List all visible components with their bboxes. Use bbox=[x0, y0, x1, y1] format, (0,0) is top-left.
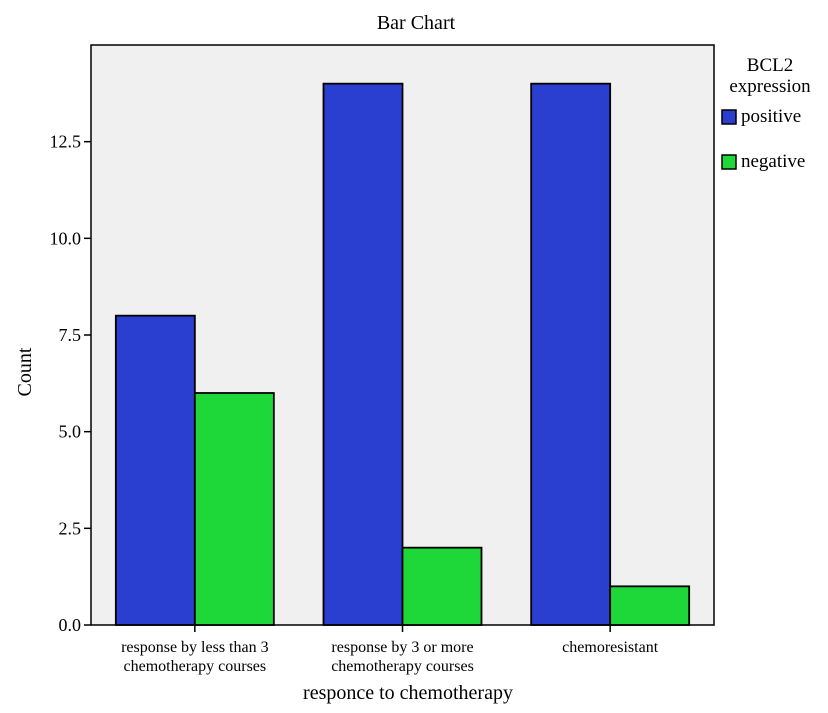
x-tick-label: response by less than 3 bbox=[121, 639, 269, 656]
bar-negative bbox=[609, 585, 691, 626]
legend-title: BCL2 bbox=[747, 55, 793, 76]
bar-negative bbox=[193, 392, 275, 626]
x-axis-title: responce to chemotherapy bbox=[303, 682, 513, 704]
bar-negative bbox=[401, 546, 483, 626]
legend-title: expression bbox=[729, 76, 811, 97]
bar-positive bbox=[322, 82, 404, 626]
x-tick-label: chemotherapy courses bbox=[124, 658, 267, 675]
x-axis: response by less than 3 chemotherapy cour… bbox=[121, 625, 659, 675]
y-tick-label: 12.5 bbox=[50, 132, 82, 152]
y-tick-label: 0.0 bbox=[59, 615, 82, 635]
x-tick-label: chemotherapy courses bbox=[331, 658, 474, 675]
bar-positive bbox=[114, 314, 196, 626]
y-tick-label: 7.5 bbox=[59, 325, 82, 345]
legend-swatch-positive bbox=[721, 109, 737, 125]
legend-label-positive: positive bbox=[741, 106, 801, 127]
legend-swatch-negative bbox=[721, 154, 737, 170]
bar-positive bbox=[530, 82, 612, 626]
chart-title: Bar Chart bbox=[377, 12, 456, 34]
legend-label-negative: negative bbox=[741, 151, 805, 172]
y-tick-label: 2.5 bbox=[59, 518, 82, 538]
x-tick-label: chemoresistant bbox=[562, 639, 659, 656]
x-tick-label: response by 3 or more bbox=[331, 639, 473, 656]
y-axis: 0.0 2.5 5.0 7.5 10.0 12.5 bbox=[50, 132, 91, 635]
bars-group bbox=[114, 82, 691, 626]
y-axis-title: Count bbox=[14, 347, 36, 396]
y-tick-label: 10.0 bbox=[50, 228, 82, 248]
y-tick-label: 5.0 bbox=[59, 422, 82, 442]
